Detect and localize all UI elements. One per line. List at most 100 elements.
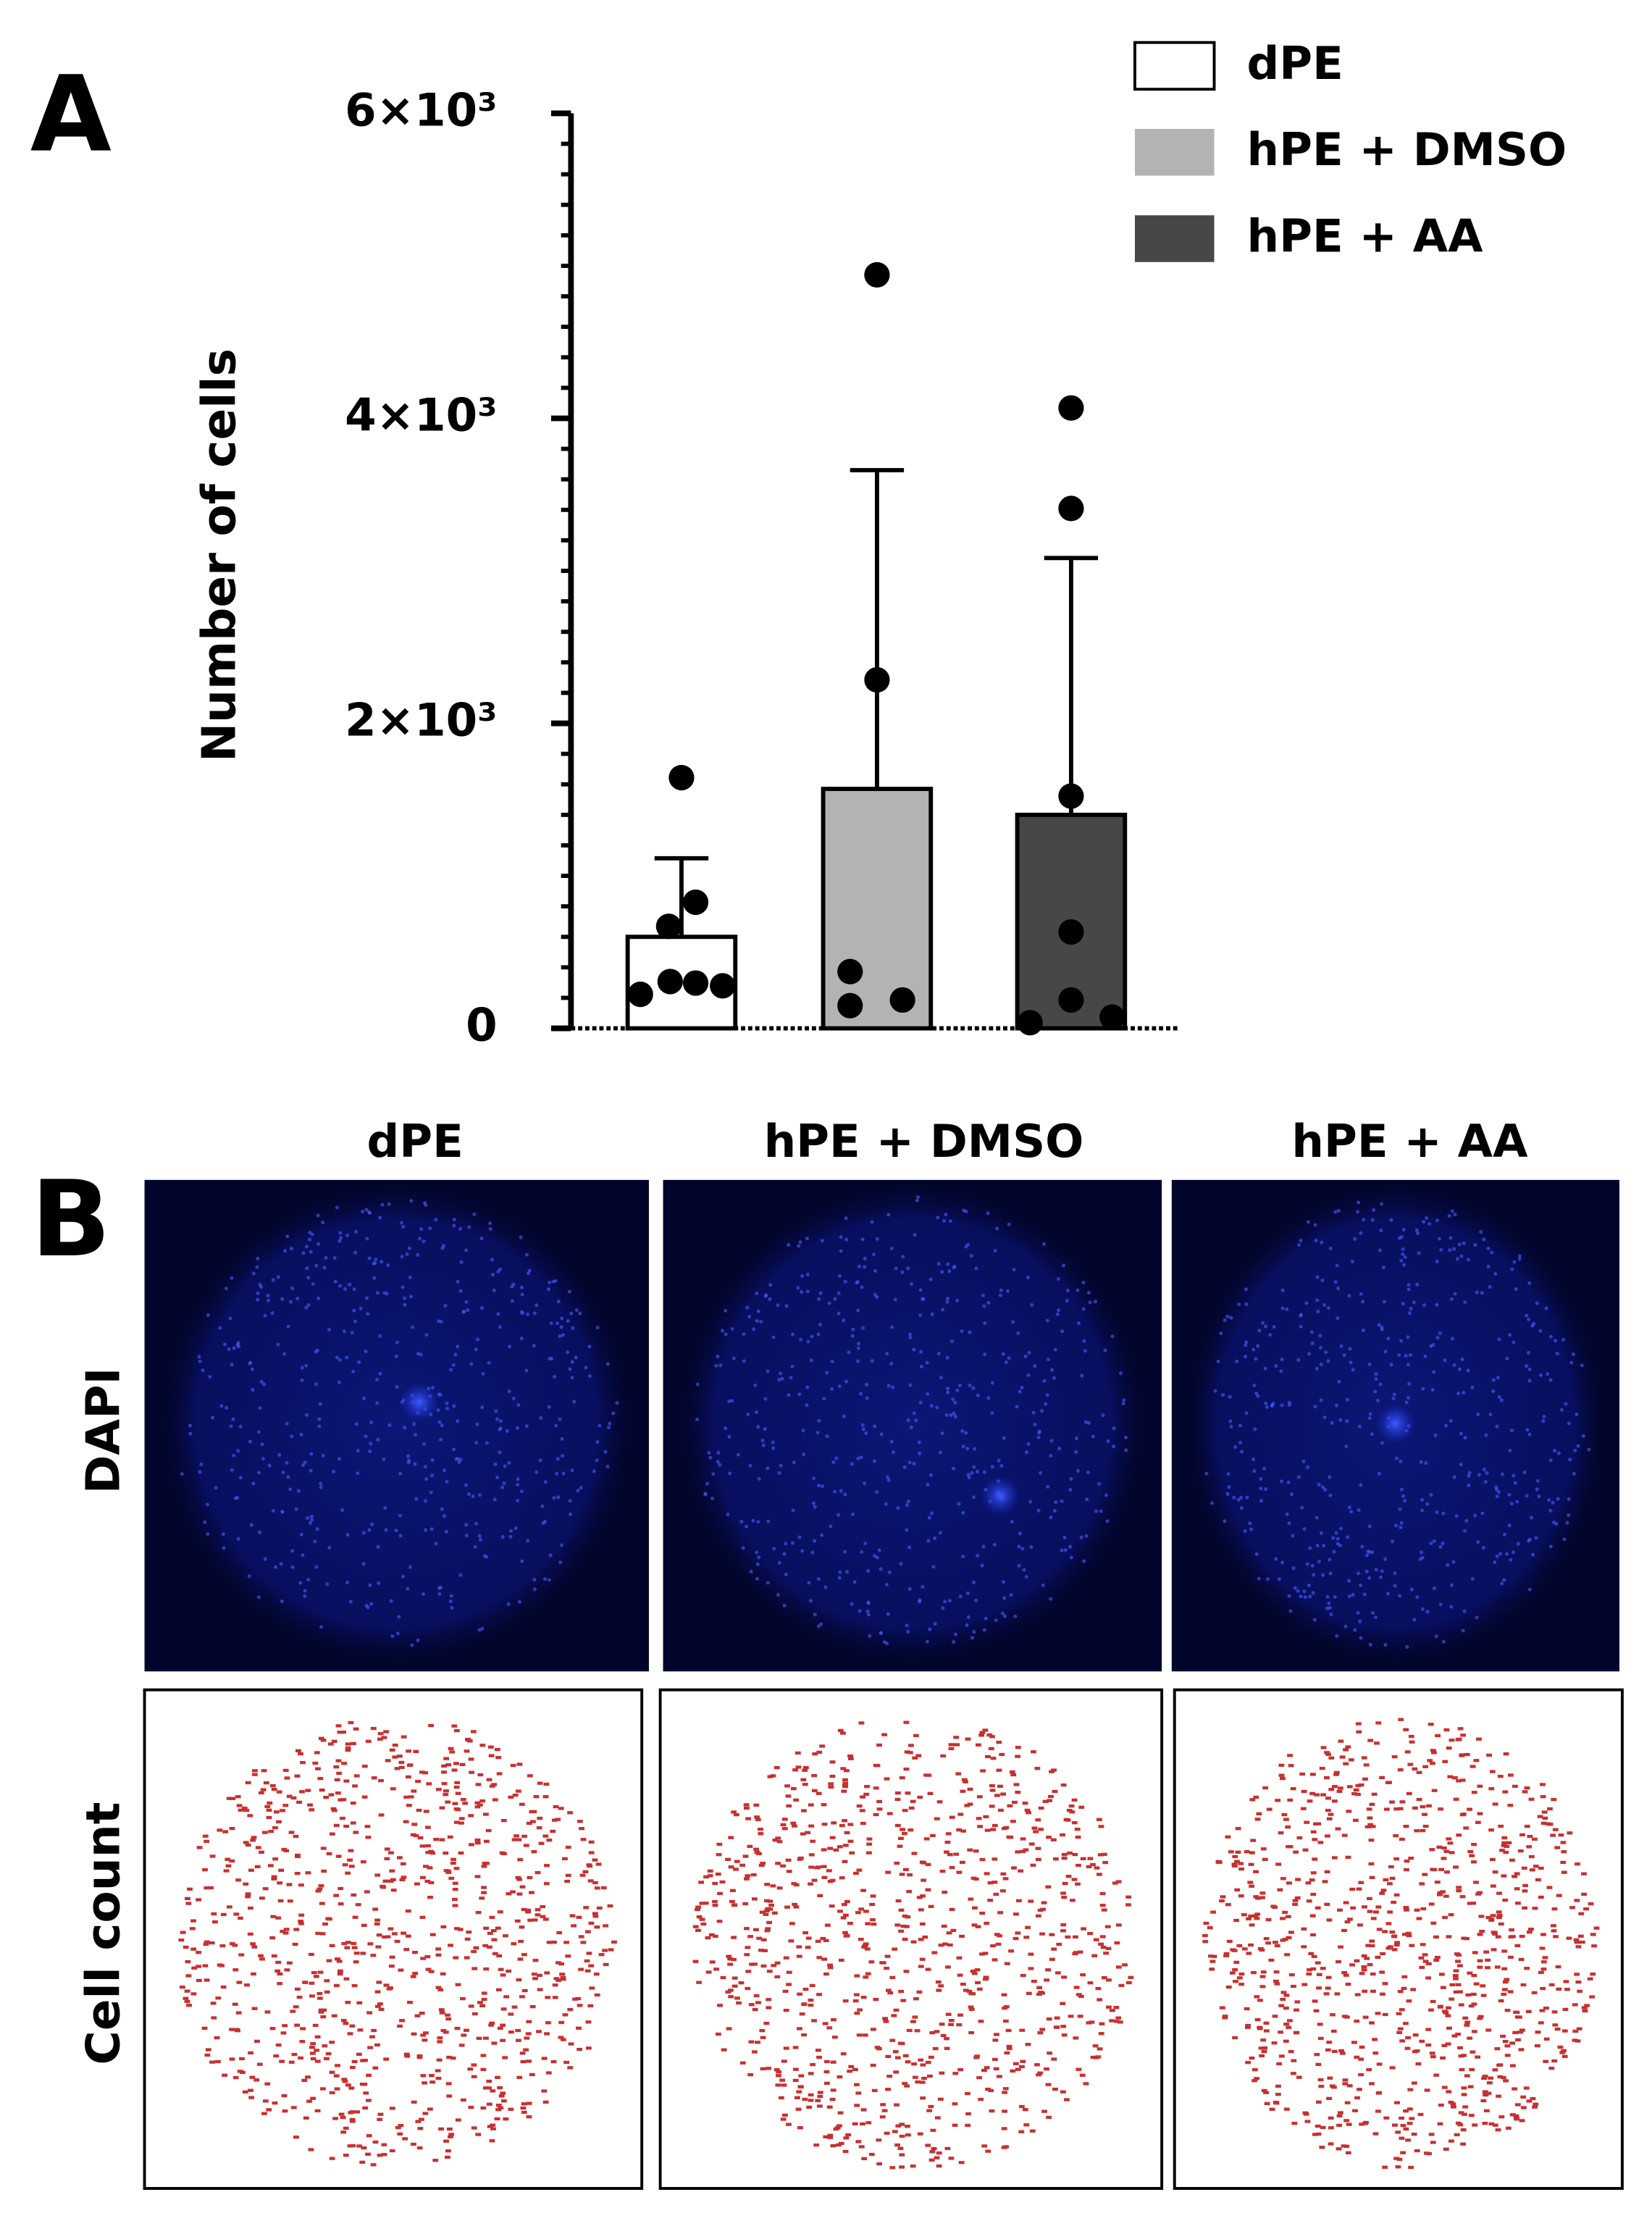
- nucleus: [542, 1577, 547, 1581]
- nucleus: [810, 1334, 814, 1339]
- nucleus: [886, 1384, 891, 1388]
- counted-cell: [495, 1926, 501, 1930]
- counted-cell: [537, 1816, 543, 1820]
- counted-cell: [1251, 2067, 1258, 2072]
- counted-cell: [316, 1991, 323, 1996]
- counted-cell: [420, 2074, 427, 2078]
- nucleus: [1467, 1483, 1471, 1488]
- counted-cell: [460, 2098, 466, 2102]
- nucleus: [527, 1271, 531, 1276]
- nucleus: [477, 1628, 482, 1632]
- counted-cell: [502, 2056, 508, 2059]
- counted-cell: [1364, 1825, 1371, 1829]
- counted-cell: [1404, 1908, 1409, 1912]
- counted-cell: [1299, 1772, 1306, 1776]
- counted-cell: [1087, 1857, 1094, 1860]
- counted-cell: [1296, 2075, 1302, 2079]
- counted-cell: [1036, 1992, 1042, 1996]
- counted-cell: [335, 1724, 342, 1728]
- nucleus: [1364, 1569, 1369, 1573]
- counted-cell: [830, 2060, 837, 2064]
- nucleus: [792, 1460, 796, 1465]
- counted-cell: [813, 2143, 820, 2147]
- nucleus: [1399, 1459, 1403, 1464]
- counted-cell: [946, 1931, 952, 1935]
- counted-cell: [839, 1876, 845, 1880]
- counted-cell: [298, 1922, 304, 1925]
- nucleus: [462, 1310, 466, 1314]
- counted-cell: [1246, 1917, 1251, 1920]
- counted-cell: [1342, 2082, 1349, 2086]
- nucleus: [843, 1279, 847, 1284]
- counted-cell: [1375, 2109, 1381, 2113]
- counted-cell: [222, 2073, 227, 2077]
- counted-cell: [1295, 1878, 1301, 1881]
- nucleus: [406, 1460, 411, 1465]
- counted-cell: [897, 2146, 904, 2150]
- nucleus: [1393, 1584, 1397, 1588]
- counted-cell: [918, 1908, 924, 1912]
- counted-cell: [794, 1751, 801, 1755]
- nucleus: [1399, 1526, 1403, 1530]
- counted-cell: [1336, 2147, 1342, 2151]
- counted-cell: [372, 1907, 379, 1911]
- nucleus: [1500, 1472, 1505, 1476]
- data-point: [627, 982, 653, 1008]
- counted-cell: [855, 1911, 861, 1915]
- counted-cell: [1253, 1795, 1259, 1799]
- counted-cell: [1231, 1862, 1238, 1866]
- counted-cell: [808, 2093, 814, 2097]
- counted-cell: [802, 1768, 808, 1772]
- counted-cell: [808, 1803, 814, 1807]
- nucleus: [1432, 1370, 1436, 1374]
- counted-cell: [1448, 1913, 1454, 1917]
- nucleus: [1279, 1369, 1283, 1373]
- nucleus: [453, 1352, 458, 1357]
- counted-cell: [481, 1991, 487, 1995]
- counted-cell: [382, 1879, 389, 1883]
- nucleus: [1527, 1432, 1532, 1436]
- nucleus: [1296, 1243, 1301, 1247]
- counted-cell: [1576, 2027, 1582, 2030]
- counted-cell: [898, 1908, 905, 1912]
- nucleus: [1438, 1544, 1443, 1549]
- counted-cell: [326, 1852, 332, 1856]
- counted-cell: [307, 1803, 313, 1807]
- counted-cell: [410, 1975, 416, 1978]
- counted-cell: [390, 1889, 397, 1892]
- counted-cell: [1066, 1809, 1073, 1812]
- nucleus: [1306, 1465, 1310, 1470]
- counted-cell: [855, 2140, 862, 2143]
- nucleus: [343, 1287, 348, 1291]
- counted-cell: [496, 1772, 503, 1775]
- nucleus: [983, 1321, 987, 1326]
- nucleus: [1233, 1445, 1238, 1450]
- counted-cell: [915, 1754, 922, 1757]
- nucleus: [983, 1352, 987, 1357]
- counted-cell: [343, 1824, 350, 1828]
- data-point: [1058, 783, 1084, 809]
- nucleus: [1041, 1583, 1045, 1587]
- counted-cell: [1234, 1860, 1240, 1863]
- counted-cell: [1425, 2028, 1432, 2031]
- nucleus: [1312, 1618, 1317, 1622]
- counted-cell: [953, 1736, 960, 1739]
- nucleus: [367, 1210, 372, 1215]
- nucleus: [375, 1401, 380, 1405]
- counted-cell: [1063, 1818, 1070, 1822]
- counted-cell: [1015, 2067, 1021, 2071]
- counted-cell: [317, 1776, 324, 1781]
- nucleus: [1505, 1357, 1509, 1361]
- counted-cell: [1002, 2019, 1009, 2023]
- counted-cell: [542, 1917, 549, 1921]
- nucleus: [1010, 1520, 1014, 1524]
- nucleus: [488, 1227, 492, 1231]
- counted-cell: [1399, 2008, 1405, 2012]
- nucleus: [806, 1339, 810, 1344]
- counted-cell: [273, 2054, 280, 2058]
- nucleus: [430, 1458, 435, 1463]
- counted-cell: [422, 2081, 428, 2085]
- counted-cell: [1291, 1984, 1296, 1988]
- nucleus: [716, 1460, 720, 1464]
- nucleus: [230, 1363, 234, 1367]
